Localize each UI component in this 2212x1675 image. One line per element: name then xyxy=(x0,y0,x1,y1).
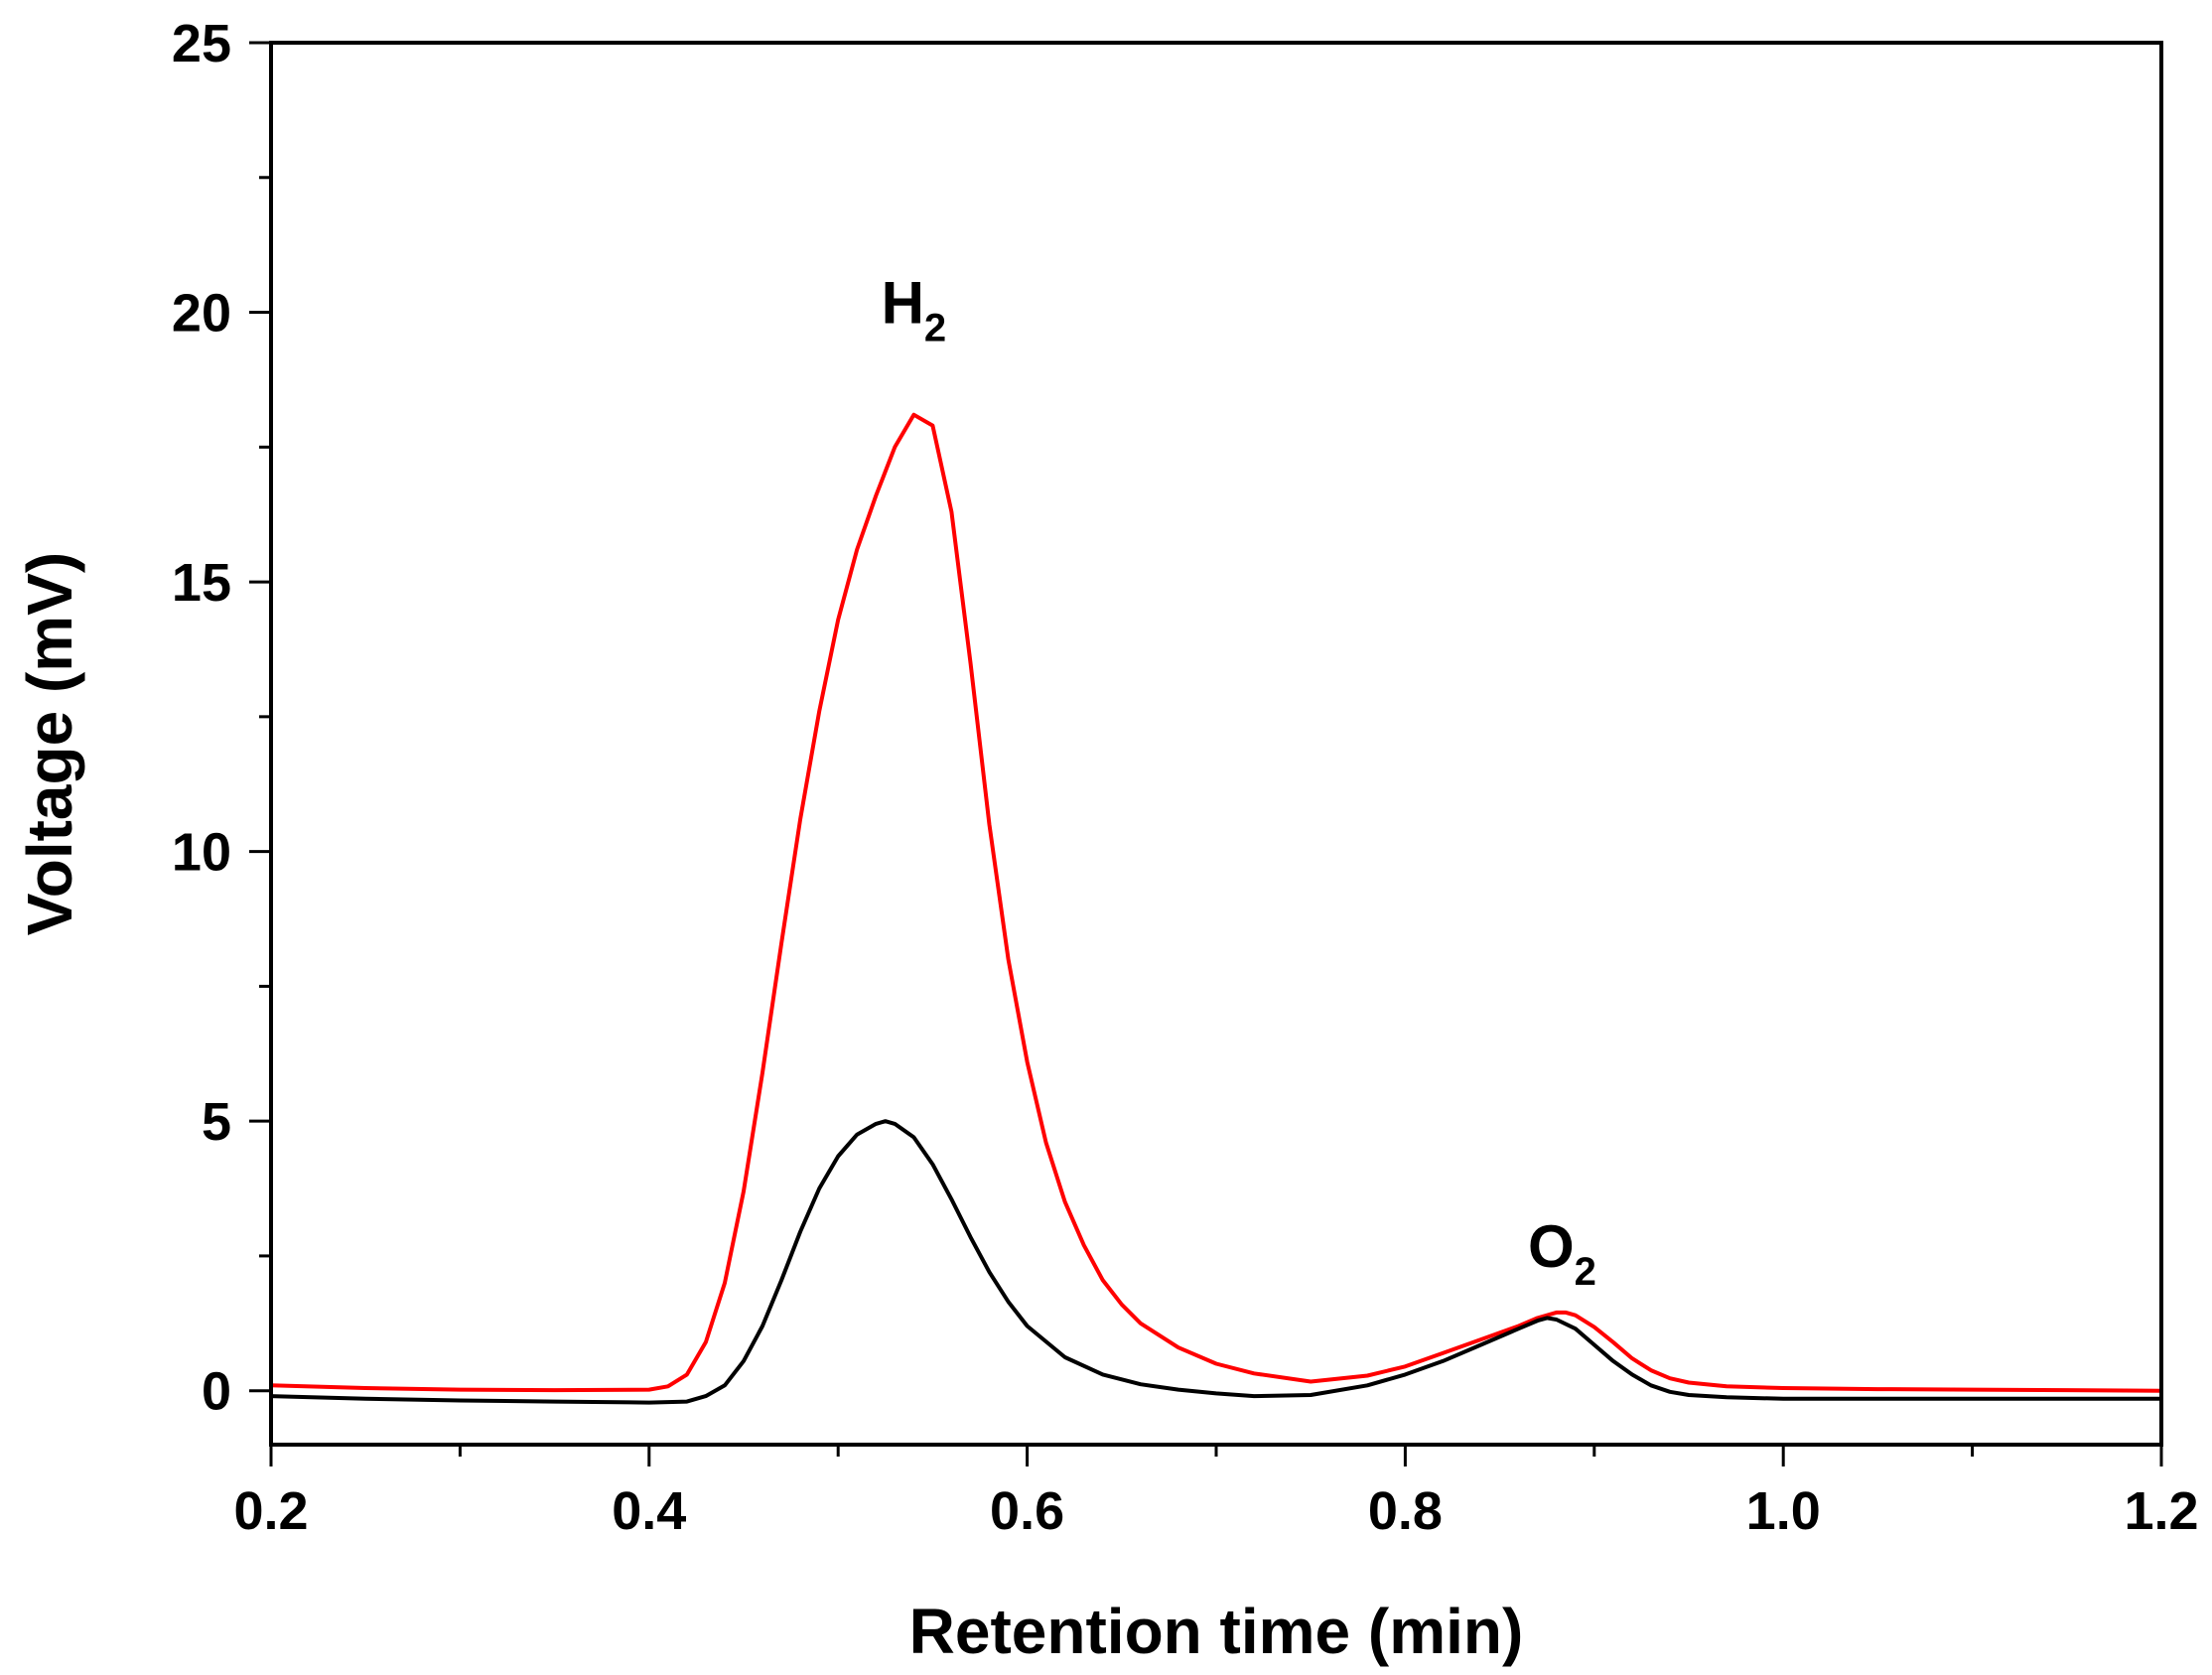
y-axis: 0 5 10 15 20 25 xyxy=(172,14,271,1422)
series-line-2 xyxy=(271,1119,2161,1405)
y-tick-label: 0 xyxy=(202,1362,231,1422)
peak-label-2: O2 xyxy=(1528,1213,1596,1294)
annotations-layer: H2 O2 xyxy=(882,269,1596,1293)
x-tick-label: 0.6 xyxy=(990,1481,1064,1541)
x-axis-title: Retention time (min) xyxy=(909,1596,1524,1667)
x-tick-label: 0.8 xyxy=(1368,1481,1443,1541)
series-layer xyxy=(271,412,2161,1405)
x-axis: 0.2 0.4 0.6 0.8 1.0 1.2 xyxy=(233,1445,2199,1541)
y-tick-label: 15 xyxy=(172,553,231,613)
y-tick-label: 25 xyxy=(172,14,231,73)
y-axis-title: Voltage (mV) xyxy=(14,552,85,935)
x-tick-label: 0.4 xyxy=(612,1481,686,1541)
x-tick-label: 0.2 xyxy=(233,1481,308,1541)
y-tick-label: 5 xyxy=(202,1092,231,1152)
plot-frame xyxy=(269,41,2163,1447)
y-tick-label: 10 xyxy=(172,823,231,883)
x-tick-label: 1.2 xyxy=(2124,1481,2198,1541)
peak-label-1: H2 xyxy=(882,269,947,349)
y-tick-label: 20 xyxy=(172,284,231,344)
x-tick-label: 1.0 xyxy=(1746,1481,1821,1541)
series-line-1 xyxy=(271,412,2161,1393)
